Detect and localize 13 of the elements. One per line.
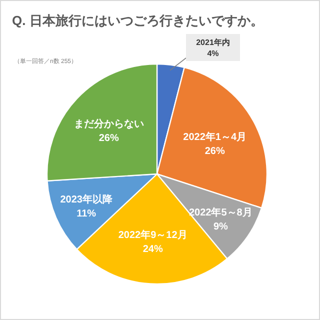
data-label: 24%: [142, 244, 163, 255]
data-label: 9%: [213, 221, 228, 232]
slice-label: 2022年5～8月: [189, 206, 252, 218]
slice-label: 2023年以降: [60, 194, 114, 206]
data-label: 26%: [204, 146, 225, 158]
slice-label: 2022年1～4月: [183, 131, 247, 144]
data-label: 4%: [207, 49, 219, 58]
chart-title: Q. 日本旅行にはいつごろ行きたいですか。: [12, 13, 264, 28]
slice-label: 2022年9～12月: [118, 228, 188, 241]
slice-label: まだ分からない: [74, 118, 144, 130]
data-label: 11%: [76, 208, 96, 220]
data-label: 26%: [98, 132, 120, 144]
slice-label: 2021年内: [196, 38, 230, 47]
